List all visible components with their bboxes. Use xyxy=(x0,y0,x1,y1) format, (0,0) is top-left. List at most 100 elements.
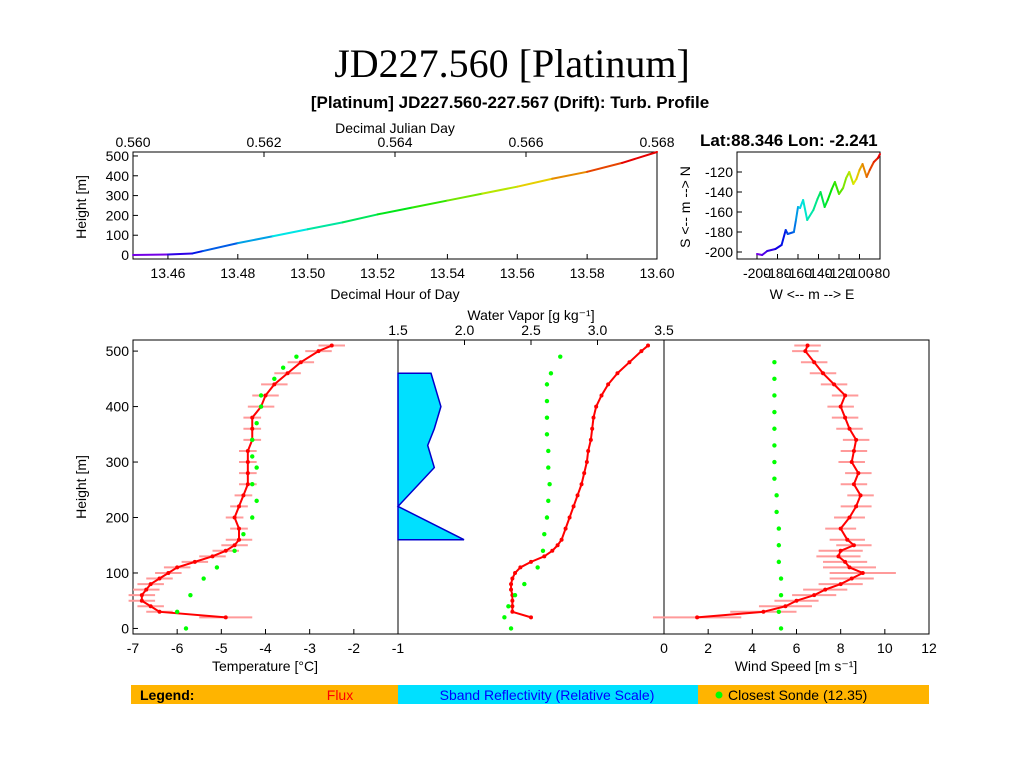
flux-line-segment xyxy=(212,549,227,558)
flux-point xyxy=(646,343,651,348)
sonde-point xyxy=(774,509,779,515)
flux-point xyxy=(148,604,153,609)
flux-point xyxy=(139,593,144,598)
flux-line-segment xyxy=(176,560,196,569)
temperature-panel: Temperature [°C] Height [m] -7 -6 -5 -4 -3 -2… xyxy=(73,339,404,674)
legend-sonde: Closest Sonde (12.35) xyxy=(728,687,867,703)
plot-frame xyxy=(132,151,658,260)
sonde-point xyxy=(502,615,507,620)
flux-point xyxy=(594,404,599,409)
y-tick-label: 0 xyxy=(121,620,129,636)
flux-point xyxy=(245,448,250,453)
flux-point xyxy=(509,582,514,587)
x2-axis-label: Decimal Julian Day xyxy=(335,120,455,136)
flux-point xyxy=(529,559,533,564)
flux-point xyxy=(584,460,589,465)
legend-label: Legend: xyxy=(140,687,194,703)
flux-point xyxy=(563,526,568,531)
flux-point xyxy=(510,609,515,614)
y-tick-label: 100 xyxy=(106,227,130,243)
sonde-point xyxy=(174,609,180,615)
sonde-point xyxy=(535,565,540,570)
sonde-point xyxy=(776,526,782,531)
plot-frame xyxy=(736,151,881,260)
figure-title: [Platinum] JD227.560-227.567 (Drift): Tu… xyxy=(311,93,709,112)
sonde-point xyxy=(201,576,206,581)
x2-tick-label: 0.564 xyxy=(377,134,412,150)
height-line-segment xyxy=(201,242,239,253)
sonde-point xyxy=(544,398,550,404)
flux-point xyxy=(232,515,237,520)
height-line-segment xyxy=(306,221,344,231)
flux-point xyxy=(542,554,547,559)
x-tick-label: -5 xyxy=(215,640,228,656)
flux-line-segment xyxy=(251,405,262,419)
sonde-point xyxy=(774,493,779,498)
flux-point xyxy=(803,349,808,354)
flux-point xyxy=(843,559,848,564)
y-tick-label: 200 xyxy=(106,207,130,223)
flux-point xyxy=(192,559,197,564)
flux-line-segment xyxy=(628,350,643,363)
flux-line-segment xyxy=(530,555,545,563)
sonde-point xyxy=(512,592,518,598)
flux-point xyxy=(860,570,865,575)
flux-line-segment xyxy=(616,361,631,375)
flux-point xyxy=(518,565,523,570)
sonde-point xyxy=(258,404,264,409)
flux-point xyxy=(843,393,848,398)
y-tick-label: 500 xyxy=(106,148,130,164)
sonde-point xyxy=(778,626,784,631)
plot-frame xyxy=(663,339,930,635)
flux-line-segment xyxy=(804,350,815,363)
x-tick-label: 10 xyxy=(877,640,893,656)
flux-line-segment xyxy=(796,594,815,602)
x-axis-label: Wind Speed [m s⁻¹] xyxy=(735,658,858,674)
y-tick-label: -140 xyxy=(705,184,733,200)
sonde-point xyxy=(254,498,259,504)
flux-point xyxy=(148,582,153,587)
flux-line-segment xyxy=(813,361,824,374)
wind-speed-panel: Wind Speed [m s⁻¹] 0 2 4 6 8 10 12 xyxy=(652,339,937,674)
track-line-segment xyxy=(826,188,833,201)
track-line-segment xyxy=(766,248,777,252)
x-tick-label: 13.48 xyxy=(220,265,255,281)
sonde-point xyxy=(542,531,547,537)
track-line-segment xyxy=(855,169,861,180)
flux-point xyxy=(223,548,228,553)
flux-line-segment xyxy=(851,572,864,580)
x2-tick-label: 3.5 xyxy=(654,322,674,338)
height-line-segment xyxy=(446,192,484,202)
legend-sband-swatch xyxy=(398,685,698,704)
flux-point xyxy=(272,382,277,387)
flux-point xyxy=(588,437,593,442)
flux-point xyxy=(805,343,810,348)
flux-point xyxy=(285,371,290,376)
track-line-segment xyxy=(842,177,848,189)
flux-point xyxy=(843,415,848,420)
flux-point xyxy=(847,426,852,431)
x-tick-label: -80 xyxy=(870,265,890,281)
x-tick-label: 13.50 xyxy=(290,265,325,281)
x-tick-label: -6 xyxy=(171,640,184,656)
flux-line-segment xyxy=(824,583,842,591)
x-tick-label: 13.60 xyxy=(639,265,674,281)
water-vapor-panel: Water Vapor [g kg⁻¹] 1.5 2.0 2.5 3.0 3.5 xyxy=(388,307,674,635)
sonde-point xyxy=(772,409,777,415)
sonde-point xyxy=(772,443,777,448)
flux-point xyxy=(695,615,700,620)
x-axis-label: W <-- m --> E xyxy=(770,286,855,302)
flux-line-segment xyxy=(849,566,864,574)
flux-point xyxy=(761,609,766,614)
legend-flux: Flux xyxy=(327,687,353,703)
flux-line-segment xyxy=(840,544,855,552)
height-line-segment xyxy=(481,185,519,195)
track-line-segment xyxy=(812,198,819,211)
flux-point xyxy=(513,570,518,575)
flux-point xyxy=(832,382,837,387)
y-tick-label: 400 xyxy=(106,168,130,184)
height-line-segment xyxy=(586,161,624,173)
sonde-point xyxy=(540,548,546,553)
flux-line-segment xyxy=(159,610,226,619)
x2-tick-label: 0.560 xyxy=(115,134,150,150)
